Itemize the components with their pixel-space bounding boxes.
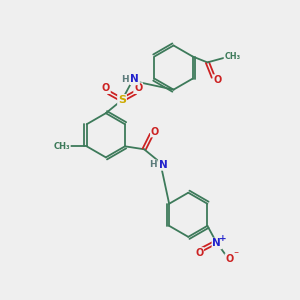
- Text: O: O: [214, 75, 222, 85]
- Text: S: S: [118, 95, 126, 105]
- Text: CH₃: CH₃: [224, 52, 241, 61]
- Text: O: O: [134, 83, 142, 93]
- Text: CH₃: CH₃: [53, 142, 70, 151]
- Text: +: +: [219, 234, 226, 243]
- Text: O: O: [102, 83, 110, 93]
- Text: H: H: [121, 75, 129, 84]
- Text: H: H: [149, 160, 157, 169]
- Text: N: N: [212, 238, 221, 248]
- Text: N: N: [130, 74, 139, 84]
- Text: O: O: [151, 127, 159, 136]
- Text: N: N: [159, 160, 168, 170]
- Text: O: O: [225, 254, 234, 264]
- Text: ⁻: ⁻: [233, 250, 238, 261]
- Text: O: O: [195, 248, 203, 258]
